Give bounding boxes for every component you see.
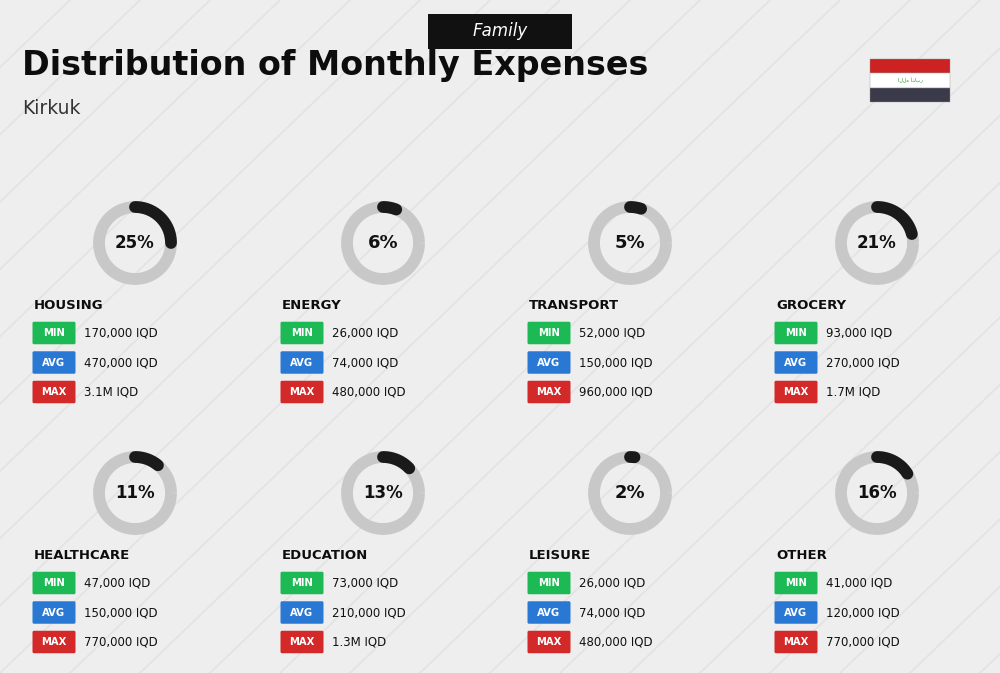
Text: الله أكبر: الله أكبر <box>898 77 922 83</box>
Text: 26,000 IQD: 26,000 IQD <box>579 577 645 590</box>
Text: 480,000 IQD: 480,000 IQD <box>332 386 406 398</box>
Text: 11%: 11% <box>115 484 155 502</box>
Text: 5%: 5% <box>615 234 645 252</box>
Text: 52,000 IQD: 52,000 IQD <box>579 326 645 339</box>
FancyBboxPatch shape <box>774 631 818 653</box>
FancyBboxPatch shape <box>528 351 570 374</box>
Text: AVG: AVG <box>42 357 66 367</box>
Text: 1.3M IQD: 1.3M IQD <box>332 635 386 649</box>
FancyBboxPatch shape <box>32 601 76 624</box>
FancyBboxPatch shape <box>32 631 76 653</box>
Text: 470,000 IQD: 470,000 IQD <box>84 356 158 369</box>
Text: MAX: MAX <box>41 387 67 397</box>
Text: AVG: AVG <box>784 357 808 367</box>
Text: MIN: MIN <box>538 578 560 588</box>
FancyBboxPatch shape <box>280 631 324 653</box>
Text: MAX: MAX <box>289 637 315 647</box>
Text: MIN: MIN <box>43 578 65 588</box>
Text: 150,000 IQD: 150,000 IQD <box>579 356 653 369</box>
Text: TRANSPORT: TRANSPORT <box>529 299 619 312</box>
Text: Distribution of Monthly Expenses: Distribution of Monthly Expenses <box>22 48 648 81</box>
Text: 74,000 IQD: 74,000 IQD <box>579 606 645 619</box>
FancyBboxPatch shape <box>774 601 818 624</box>
Text: MIN: MIN <box>43 328 65 338</box>
Text: 1.7M IQD: 1.7M IQD <box>826 386 880 398</box>
FancyBboxPatch shape <box>528 631 570 653</box>
Text: 93,000 IQD: 93,000 IQD <box>826 326 892 339</box>
Text: 47,000 IQD: 47,000 IQD <box>84 577 150 590</box>
Text: MIN: MIN <box>291 328 313 338</box>
Text: MIN: MIN <box>538 328 560 338</box>
Text: 25%: 25% <box>115 234 155 252</box>
Text: 41,000 IQD: 41,000 IQD <box>826 577 892 590</box>
Text: 120,000 IQD: 120,000 IQD <box>826 606 900 619</box>
Text: AVG: AVG <box>537 357 561 367</box>
Text: 770,000 IQD: 770,000 IQD <box>84 635 158 649</box>
FancyBboxPatch shape <box>280 322 324 345</box>
FancyBboxPatch shape <box>528 572 570 594</box>
FancyBboxPatch shape <box>280 601 324 624</box>
Text: 73,000 IQD: 73,000 IQD <box>332 577 398 590</box>
Text: AVG: AVG <box>42 608 66 618</box>
Text: HOUSING: HOUSING <box>34 299 104 312</box>
FancyBboxPatch shape <box>528 601 570 624</box>
FancyBboxPatch shape <box>870 59 950 73</box>
Text: MIN: MIN <box>291 578 313 588</box>
Text: AVG: AVG <box>290 608 314 618</box>
Text: 74,000 IQD: 74,000 IQD <box>332 356 398 369</box>
Text: 16%: 16% <box>857 484 897 502</box>
FancyBboxPatch shape <box>528 381 570 403</box>
FancyBboxPatch shape <box>774 322 818 345</box>
Text: AVG: AVG <box>290 357 314 367</box>
Text: MAX: MAX <box>783 637 809 647</box>
Text: 21%: 21% <box>857 234 897 252</box>
Text: Kirkuk: Kirkuk <box>22 98 80 118</box>
FancyBboxPatch shape <box>870 73 950 87</box>
FancyBboxPatch shape <box>280 572 324 594</box>
Text: 210,000 IQD: 210,000 IQD <box>332 606 406 619</box>
FancyBboxPatch shape <box>32 322 76 345</box>
Text: 26,000 IQD: 26,000 IQD <box>332 326 398 339</box>
Text: AVG: AVG <box>537 608 561 618</box>
Text: Family: Family <box>472 22 528 40</box>
Text: HEALTHCARE: HEALTHCARE <box>34 549 130 562</box>
Text: 480,000 IQD: 480,000 IQD <box>579 635 653 649</box>
Text: 150,000 IQD: 150,000 IQD <box>84 606 158 619</box>
Text: 770,000 IQD: 770,000 IQD <box>826 635 900 649</box>
Text: 960,000 IQD: 960,000 IQD <box>579 386 653 398</box>
Text: MIN: MIN <box>785 328 807 338</box>
FancyBboxPatch shape <box>428 13 572 48</box>
Text: MAX: MAX <box>289 387 315 397</box>
FancyBboxPatch shape <box>774 351 818 374</box>
FancyBboxPatch shape <box>528 322 570 345</box>
FancyBboxPatch shape <box>32 351 76 374</box>
Text: EDUCATION: EDUCATION <box>282 549 368 562</box>
Text: GROCERY: GROCERY <box>776 299 846 312</box>
FancyBboxPatch shape <box>280 381 324 403</box>
Text: MAX: MAX <box>536 387 562 397</box>
Text: MIN: MIN <box>785 578 807 588</box>
FancyBboxPatch shape <box>280 351 324 374</box>
FancyBboxPatch shape <box>870 87 950 102</box>
FancyBboxPatch shape <box>774 381 818 403</box>
Text: 270,000 IQD: 270,000 IQD <box>826 356 900 369</box>
Text: 2%: 2% <box>615 484 645 502</box>
Text: 13%: 13% <box>363 484 403 502</box>
Text: AVG: AVG <box>784 608 808 618</box>
Text: ENERGY: ENERGY <box>282 299 342 312</box>
Text: 170,000 IQD: 170,000 IQD <box>84 326 158 339</box>
Text: MAX: MAX <box>41 637 67 647</box>
Text: LEISURE: LEISURE <box>529 549 591 562</box>
FancyBboxPatch shape <box>32 381 76 403</box>
Text: 3.1M IQD: 3.1M IQD <box>84 386 138 398</box>
Text: 6%: 6% <box>368 234 398 252</box>
Text: MAX: MAX <box>536 637 562 647</box>
Text: OTHER: OTHER <box>776 549 827 562</box>
FancyBboxPatch shape <box>774 572 818 594</box>
Text: MAX: MAX <box>783 387 809 397</box>
FancyBboxPatch shape <box>32 572 76 594</box>
